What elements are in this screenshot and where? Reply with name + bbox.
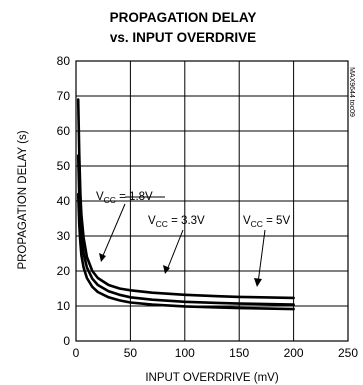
x-tick-labels: 0 50 100 150 200 250 bbox=[73, 346, 359, 360]
x-axis-label: INPUT OVERDRIVE (mV) bbox=[145, 372, 278, 384]
grid bbox=[75, 60, 349, 342]
x-tick-label-1: 50 bbox=[124, 346, 138, 360]
annotation-vcc-3-3v: VCC = 3.3V bbox=[148, 215, 205, 229]
annotations: VCC = 1.8V VCC = 3.3V VCC = 5V bbox=[96, 191, 290, 287]
arrowhead-vcc-5v bbox=[254, 278, 262, 287]
series-lines bbox=[76, 98, 295, 311]
arrow-vcc-3-3v bbox=[166, 229, 184, 271]
y-tick-label-2: 20 bbox=[57, 264, 71, 278]
series-line-2 bbox=[76, 192, 295, 311]
series-line-1 bbox=[76, 154, 295, 306]
arrow-vcc-5v bbox=[257, 229, 266, 284]
plot-frame bbox=[75, 60, 349, 342]
arrowhead-vcc-1-8v bbox=[99, 253, 106, 262]
y-tick-label-8: 80 bbox=[57, 54, 71, 68]
x-tick-label-4: 200 bbox=[284, 346, 304, 360]
y-tick-label-7: 70 bbox=[57, 89, 71, 103]
y-tick-labels: 0 10 20 30 40 50 60 70 80 bbox=[57, 54, 71, 348]
y-tick-label-0: 0 bbox=[63, 334, 70, 348]
x-tick-label-5: 250 bbox=[338, 346, 358, 360]
chart-title: PROPAGATION DELAY bbox=[110, 10, 257, 25]
y-tick-label-1: 10 bbox=[57, 299, 71, 313]
y-tick-label-4: 40 bbox=[57, 194, 71, 208]
x-tick-label-0: 0 bbox=[73, 346, 80, 360]
y-axis-label: PROPAGATION DELAY (s) bbox=[17, 130, 29, 269]
annotation-vcc-5v: VCC = 5V bbox=[243, 215, 290, 229]
chart-subtitle: vs. INPUT OVERDRIVE bbox=[110, 30, 256, 45]
x-tick-label-2: 100 bbox=[175, 346, 195, 360]
x-tick-label-3: 150 bbox=[229, 346, 249, 360]
y-tick-label-3: 30 bbox=[57, 229, 71, 243]
arrowhead-vcc-3-3v bbox=[163, 265, 170, 274]
side-note: MAX9644 toc09 bbox=[348, 67, 355, 117]
annotation-vcc-1-8v: VCC = 1.8V bbox=[96, 191, 153, 205]
y-tick-label-5: 50 bbox=[57, 159, 71, 173]
y-tick-label-6: 60 bbox=[57, 124, 71, 138]
arrow-vcc-1-8v bbox=[101, 203, 126, 259]
